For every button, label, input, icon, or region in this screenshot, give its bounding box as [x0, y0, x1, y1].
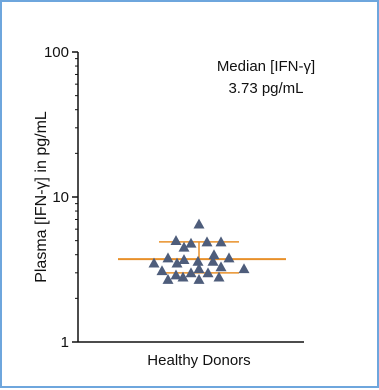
data-point-triangle: [156, 265, 168, 276]
y-ticks: 1 10 100: [44, 44, 78, 351]
data-point-triangle: [178, 254, 190, 265]
data-point-triangle: [177, 271, 189, 282]
y-tick-label: 100: [44, 44, 69, 61]
data-point-triangle: [162, 273, 174, 284]
data-point-triangle: [208, 249, 220, 260]
data-point-triangle: [171, 257, 183, 268]
data-point-triangle: [213, 271, 225, 282]
median-annotation-title: Median [IFN-γ]: [217, 58, 315, 75]
data-point-triangle: [193, 218, 205, 229]
y-tick-label: 10: [52, 189, 69, 206]
data-point-triangle: [170, 269, 182, 280]
data-point-triangle: [202, 267, 214, 278]
data-point-triangle: [215, 261, 227, 272]
data-point-triangle: [162, 252, 174, 263]
data-point-triangle: [193, 273, 205, 284]
data-point-triangle: [238, 263, 250, 274]
data-point-triangle: [170, 235, 182, 246]
data-point-triangle: [185, 237, 197, 248]
data-point-triangle: [223, 252, 235, 263]
data-point-triangle: [201, 236, 213, 247]
x-category-label: Healthy Donors: [147, 352, 250, 369]
data-point-triangle: [148, 257, 160, 268]
data-point-triangle: [185, 267, 197, 278]
median-annotation-value: 3.73 pg/mL: [228, 80, 303, 97]
data-point-triangle: [178, 241, 190, 252]
y-axis-label: Plasma [IFN-γ] in pg/mL: [33, 111, 50, 283]
data-point-triangle: [207, 255, 219, 266]
data-points: [148, 218, 250, 284]
data-point-triangle: [192, 255, 204, 266]
data-point-triangle: [215, 236, 227, 247]
y-tick-label: 1: [61, 334, 69, 351]
data-point-triangle: [193, 263, 205, 274]
